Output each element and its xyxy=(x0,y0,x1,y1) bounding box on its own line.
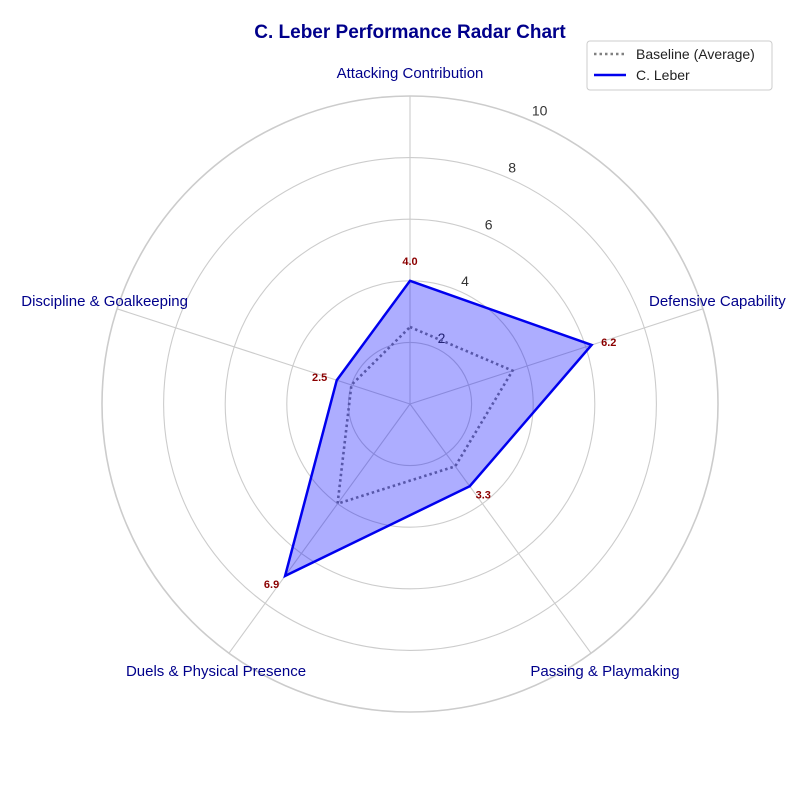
legend-label-c-leber: C. Leber xyxy=(636,67,690,83)
grid-spoke xyxy=(228,403,411,654)
axis-label: Passing & Playmaking xyxy=(530,663,679,680)
chart-title: C. Leber Performance Radar Chart xyxy=(254,22,566,43)
radial-tick-label: 10 xyxy=(532,102,548,118)
series-area-c-leber xyxy=(285,280,592,576)
series-line-baseline xyxy=(336,325,515,506)
radial-tick-label: 6 xyxy=(485,216,493,232)
radial-tick-label: 8 xyxy=(508,159,516,175)
data-label: 6.9 xyxy=(264,579,279,591)
data-label: 4.0 xyxy=(402,256,417,268)
grid-spoke xyxy=(409,403,592,654)
legend: Baseline (Average) C. Leber xyxy=(586,40,773,91)
grid-spoke xyxy=(116,308,411,405)
axis-label: Attacking Contribution xyxy=(337,65,484,82)
data-label: 3.3 xyxy=(476,489,491,501)
radar-grid: 2 4 6 8 10 xyxy=(101,95,719,713)
legend-label-baseline: Baseline (Average) xyxy=(636,46,755,62)
data-label: 2.5 xyxy=(312,372,327,384)
radial-tick-label: 4 xyxy=(461,273,469,289)
labels-layer: 4.0 6.2 3.3 6.9 2.5 Attacking Contribution Def… xyxy=(21,65,786,680)
grid-spoke xyxy=(409,308,704,405)
series-line-c-leber xyxy=(283,279,594,579)
series-layer xyxy=(283,279,594,579)
axis-label: Duels & Physical Presence xyxy=(126,663,306,680)
radial-tick-label: 2 xyxy=(438,330,446,346)
legend-box xyxy=(586,40,773,91)
data-label: 6.2 xyxy=(601,337,616,349)
axis-label: Defensive Capability xyxy=(649,293,786,310)
axis-label: Discipline & Goalkeeping xyxy=(21,293,188,310)
